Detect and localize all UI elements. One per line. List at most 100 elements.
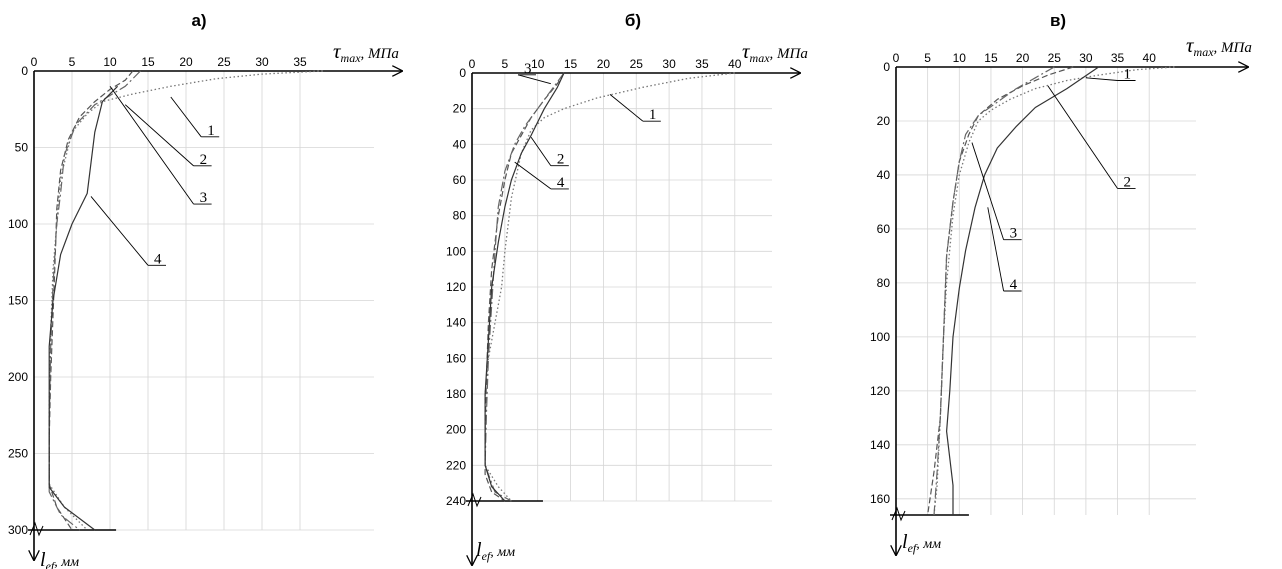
x-tick-label: 20	[179, 55, 193, 69]
x-tick-label: 0	[31, 55, 38, 69]
callout-label-1: 1	[1124, 66, 1132, 82]
y-tick-label: 60	[877, 222, 891, 236]
y-tick-label: 40	[453, 137, 467, 151]
y-tick-label: 80	[877, 276, 891, 290]
grid	[472, 73, 772, 502]
y-axis-label: lef, мм	[476, 539, 515, 563]
callout-label-4: 4	[154, 251, 162, 267]
grid	[34, 71, 374, 531]
y-tick-label: 150	[8, 294, 28, 308]
x-tick-label: 20	[1016, 51, 1030, 65]
y-tick-label: 20	[877, 114, 891, 128]
y-tick-label: 200	[8, 370, 28, 384]
x-tick-label: 5	[502, 57, 509, 71]
x-tick-label: 5	[69, 55, 76, 69]
x-tick-label: 0	[893, 51, 900, 65]
series-line-3	[48, 70, 141, 531]
y-tick-label: 100	[446, 244, 466, 258]
callout-label-1: 1	[207, 123, 215, 139]
x-tick-label: 10	[531, 57, 545, 71]
break-mark	[467, 492, 482, 508]
x-tick-label: 10	[953, 51, 967, 65]
panel-label: б)	[625, 11, 641, 30]
x-tick-label: 40	[728, 57, 742, 71]
x-tick-label: 10	[103, 55, 117, 69]
callout-leader	[90, 196, 149, 266]
chart-panel-2: 0 5 10 15 20 25 30 35 40 0 20 40 60 80 100 120 140 160 180…	[446, 11, 808, 565]
x-tick-label: 35	[695, 57, 709, 71]
y-tick-label: 180	[446, 387, 466, 401]
x-tick-label: 35	[1111, 51, 1125, 65]
callout-label-2: 2	[1124, 174, 1132, 190]
y-tick-label: 0	[459, 66, 466, 80]
callout-leader	[170, 96, 202, 138]
chart-panel-1: 0 5 10 15 20 25 30 35 0 50 100 150 200 250 300 а) τmax, …	[8, 11, 402, 569]
y-axis-label: lef, мм	[40, 549, 79, 569]
callout-leader	[609, 94, 644, 122]
x-tick-label: 25	[217, 55, 231, 69]
y-tick-label: 140	[870, 438, 890, 452]
y-tick-label: 300	[8, 523, 28, 537]
callout-label-2: 2	[557, 152, 565, 168]
callout-leader	[1047, 85, 1118, 189]
y-tick-label: 0	[883, 60, 890, 74]
y-tick-label: 20	[453, 102, 467, 116]
y-tick-label: 250	[8, 447, 28, 461]
x-tick-label: 40	[1143, 51, 1157, 65]
y-tick-label: 80	[453, 209, 467, 223]
x-tick-label: 20	[597, 57, 611, 71]
series-line-4	[48, 85, 119, 531]
x-tick-label: 35	[293, 55, 307, 69]
series-line-1	[484, 72, 735, 502]
y-tick-label: 120	[446, 280, 466, 294]
y-tick-label: 220	[446, 458, 466, 472]
series-line-4	[484, 72, 565, 502]
panel-label: в)	[1050, 11, 1066, 30]
y-tick-label: 120	[870, 384, 890, 398]
x-tick-label: 30	[255, 55, 269, 69]
y-tick-label: 100	[8, 217, 28, 231]
y-tick-label: 160	[446, 351, 466, 365]
y-tick-label: 140	[446, 316, 466, 330]
x-tick-label: 5	[924, 51, 931, 65]
callout-label-3: 3	[524, 61, 532, 77]
y-tick-label: 200	[446, 423, 466, 437]
callout-leader	[530, 136, 552, 166]
grid	[896, 67, 1196, 515]
y-tick-label: 240	[446, 494, 466, 508]
callout-label-4: 4	[1010, 277, 1018, 293]
y-tick-label: 50	[15, 141, 29, 155]
callout-leader	[987, 207, 1005, 292]
callout-label-2: 2	[200, 152, 208, 168]
callout-leader	[971, 142, 1005, 240]
x-tick-label: 0	[469, 57, 476, 71]
x-tick-label: 15	[141, 55, 155, 69]
x-tick-label: 15	[564, 57, 578, 71]
break-mark	[29, 521, 44, 537]
callout-leader	[517, 74, 551, 85]
y-tick-label: 60	[453, 173, 467, 187]
x-tick-label: 25	[630, 57, 644, 71]
series-line-3	[933, 66, 1055, 516]
callout-leader	[514, 161, 552, 190]
y-tick-label: 100	[870, 330, 890, 344]
callout-label-4: 4	[557, 175, 565, 191]
x-tick-label: 25	[1048, 51, 1062, 65]
x-tick-label: 30	[662, 57, 676, 71]
x-axis-label: τmax, МПа	[333, 39, 399, 65]
x-axis-label: τmax, МПа	[1186, 33, 1252, 59]
x-tick-label: 30	[1079, 51, 1093, 65]
x-axis-label: τmax, МПа	[742, 39, 808, 65]
panel-label: а)	[191, 11, 206, 30]
y-tick-label: 160	[870, 492, 890, 506]
series-line-2	[927, 66, 1074, 516]
callout-label-3: 3	[1010, 226, 1018, 242]
y-tick-label: 40	[877, 168, 891, 182]
y-tick-label: 0	[21, 64, 28, 78]
callout-leader	[1085, 77, 1118, 81]
break-mark	[891, 506, 906, 522]
callout-label-3: 3	[200, 190, 208, 206]
callout-leader	[124, 104, 194, 167]
chart-panel-3: 0 5 10 15 20 25 30 35 40 0 20 40 60 80 100 120 140 160 в) τ…	[870, 11, 1252, 555]
